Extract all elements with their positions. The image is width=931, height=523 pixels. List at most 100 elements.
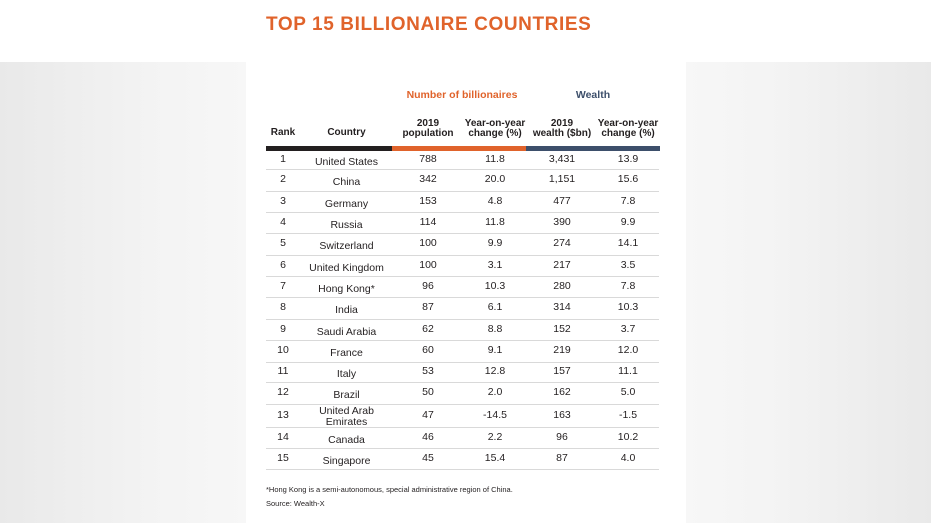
row-divider xyxy=(266,297,659,298)
cell-wealth-change: 4.0 xyxy=(620,451,636,464)
source-note: Source: Wealth-X xyxy=(266,499,325,508)
cell-pop-change: 2.0 xyxy=(487,386,503,398)
row-divider xyxy=(266,255,659,256)
cell-rank: 8 xyxy=(280,301,286,313)
cell-wealth: 217 xyxy=(553,258,571,271)
cell-wealth: 3,431 xyxy=(548,153,576,165)
row-divider xyxy=(266,169,659,170)
cell-country: United Arab Emirates xyxy=(319,404,374,428)
cell-wealth-change: 12.0 xyxy=(617,344,639,356)
cell-country: Italy xyxy=(336,368,357,380)
table-panel xyxy=(246,62,686,523)
row-divider xyxy=(266,276,659,277)
cell-pop-change: 12.8 xyxy=(484,365,506,377)
cell-population: 342 xyxy=(419,173,437,185)
cell-wealth: 162 xyxy=(553,386,571,398)
cell-population: 96 xyxy=(422,279,434,292)
cell-rank: 11 xyxy=(277,365,289,377)
cell-pop-change: 4.8 xyxy=(487,194,503,207)
row-divider xyxy=(266,233,659,234)
cell-wealth-change: 3.5 xyxy=(620,258,636,271)
cell-wealth: 219 xyxy=(553,344,571,356)
cell-wealth-change: -1.5 xyxy=(618,408,638,421)
cell-pop-change: 8.8 xyxy=(487,322,503,335)
cell-population: 45 xyxy=(422,451,434,464)
cell-rank: 4 xyxy=(280,215,286,228)
cell-wealth-change: 10.2 xyxy=(617,430,639,443)
cell-wealth: 280 xyxy=(553,279,571,292)
cell-population: 62 xyxy=(422,322,434,335)
cell-wealth: 87 xyxy=(556,451,568,464)
page-title: TOP 15 BILLIONAIRE COUNTRIES xyxy=(266,14,592,35)
cell-country: India xyxy=(335,304,358,316)
column-header-pop-change: Year-on-year change (%) xyxy=(458,119,532,139)
cell-wealth-change: 15.6 xyxy=(617,173,639,185)
cell-population: 153 xyxy=(419,194,437,207)
cell-population: 100 xyxy=(419,258,437,271)
cell-wealth: 152 xyxy=(553,322,571,335)
cell-country: Germany xyxy=(324,197,369,210)
cell-wealth-change: 7.8 xyxy=(620,279,636,292)
row-divider xyxy=(266,362,659,363)
cell-rank: 10 xyxy=(277,344,289,356)
cell-rank: 14 xyxy=(277,430,289,443)
cell-pop-change: 2.2 xyxy=(487,430,503,443)
cell-wealth-change: 7.8 xyxy=(620,194,636,207)
row-divider xyxy=(266,212,659,213)
header-bar-navy xyxy=(526,146,660,151)
row-divider xyxy=(266,319,659,320)
cell-wealth: 314 xyxy=(553,301,571,313)
cell-wealth-change: 13.9 xyxy=(617,153,639,165)
row-divider xyxy=(266,427,659,428)
group-header-billionaires: Number of billionaires xyxy=(406,89,518,101)
cell-rank: 3 xyxy=(280,194,286,207)
cell-wealth: 96 xyxy=(556,430,568,443)
cell-population: 47 xyxy=(422,408,434,421)
row-divider xyxy=(266,340,659,341)
background-top xyxy=(0,0,931,62)
column-header-pop-change-line2: change (%) xyxy=(468,128,522,139)
row-divider xyxy=(266,448,659,449)
cell-population: 100 xyxy=(419,237,437,249)
row-divider xyxy=(266,404,659,405)
cell-pop-change: 3.1 xyxy=(487,258,503,271)
cell-wealth: 157 xyxy=(553,365,571,377)
row-divider xyxy=(266,469,659,470)
cell-wealth: 274 xyxy=(553,237,571,249)
header-bar-dark xyxy=(266,146,392,151)
cell-country: Switzerland xyxy=(319,240,374,252)
column-header-population-line1: 2019 xyxy=(416,118,440,129)
column-header-wealth-change: Year-on-year change (%) xyxy=(594,119,662,139)
cell-pop-change: 9.1 xyxy=(487,344,503,356)
cell-population: 50 xyxy=(422,386,434,398)
column-header-rank: Rank xyxy=(270,127,296,138)
cell-wealth-change: 10.3 xyxy=(617,301,639,313)
cell-pop-change: 20.0 xyxy=(484,173,506,185)
cell-country: Brazil xyxy=(333,389,360,401)
cell-wealth-change: 9.9 xyxy=(620,215,636,228)
cell-pop-change: 11.8 xyxy=(485,153,505,165)
cell-country: China xyxy=(332,176,361,188)
column-header-country: Country xyxy=(327,127,366,138)
cell-country: United Kingdom xyxy=(309,261,384,274)
column-header-wealth-line1: 2019 xyxy=(550,118,574,129)
background-left xyxy=(0,0,246,523)
cell-population: 114 xyxy=(419,215,437,228)
cell-population: 60 xyxy=(422,344,434,356)
cell-pop-change: -14.5 xyxy=(483,408,507,421)
column-header-wealth-change-line1: Year-on-year xyxy=(597,118,659,129)
cell-wealth: 1,151 xyxy=(548,173,576,185)
cell-country: Canada xyxy=(328,433,365,446)
row-divider xyxy=(266,191,659,192)
cell-wealth: 390 xyxy=(553,215,571,228)
cell-population: 53 xyxy=(422,365,434,377)
cell-rank: 6 xyxy=(280,258,286,271)
column-header-wealth: 2019 wealth ($bn) xyxy=(526,119,598,139)
cell-population: 46 xyxy=(422,430,434,443)
cell-rank: 9 xyxy=(280,322,286,335)
cell-rank: 12 xyxy=(277,386,289,398)
cell-wealth-change: 11.1 xyxy=(618,365,638,377)
column-header-pop-change-line1: Year-on-year xyxy=(464,118,526,129)
cell-pop-change: 15.4 xyxy=(484,451,506,464)
cell-country: France xyxy=(330,347,363,359)
